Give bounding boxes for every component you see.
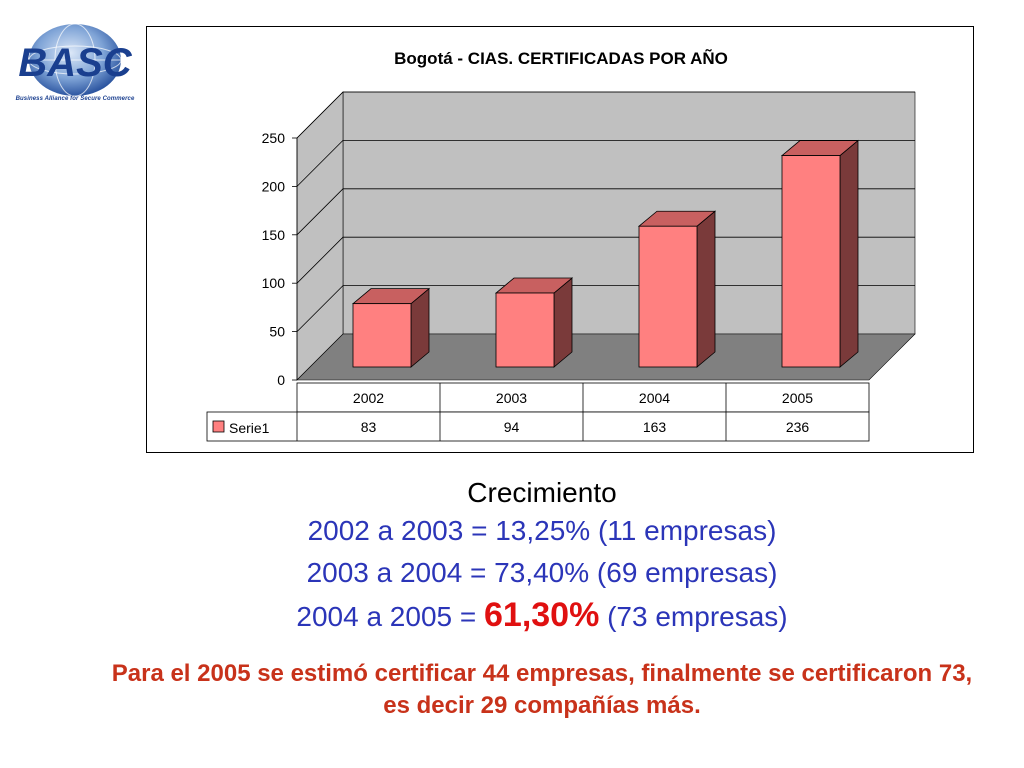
data-label: 94 (504, 419, 520, 435)
legend-label: Serie1 (229, 420, 270, 436)
bar-chart: Bogotá - CIAS. CERTIFICADAS POR AÑO 0 50 10… (206, 48, 916, 442)
y-tick-label: 200 (262, 178, 286, 194)
x-category-label: 2003 (496, 390, 527, 406)
legend-swatch (212, 420, 225, 433)
bar-2005 (781, 155, 841, 368)
logo-wordmark: BASC (18, 41, 132, 85)
footnote: Para el 2005 se estimó certificar 44 emp… (111, 660, 973, 719)
gridline (296, 285, 915, 332)
growth-line-3-suffix: (73 empresas) (599, 601, 788, 632)
gridline (296, 236, 915, 284)
gridline (296, 91, 915, 139)
y-tick-label: 250 (262, 130, 286, 146)
x-category-label: 2004 (639, 390, 670, 406)
data-label: 236 (786, 419, 810, 435)
growth-highlight: 61,30% (484, 596, 600, 634)
bar-side (839, 139, 859, 368)
logo-tagline: Business Alliance for Secure Commerce (15, 96, 135, 102)
table-value-row (206, 411, 870, 442)
growth-line-1: 2002 a 2003 = 13,25% (11 empresas) (307, 515, 777, 546)
bar-2004 (638, 225, 698, 368)
bar-side (696, 210, 716, 368)
globe-icon: BASC (18, 23, 133, 97)
growth-line-2: 2003 a 2004 = 73,40% (69 empresas) (306, 557, 778, 588)
x-category-label: 2002 (353, 390, 384, 406)
bar-2002 (352, 303, 412, 368)
basc-logo: BASC Business Alliance for Secure Commer… (10, 20, 140, 130)
chart-floor (296, 333, 916, 381)
x-category-label: 2005 (782, 390, 813, 406)
chart-title: Bogotá - CIAS. CERTIFICADAS POR AÑO (394, 48, 728, 68)
bar-side (553, 277, 573, 368)
y-tick-label: 150 (262, 227, 286, 243)
growth-line-3: 2004 a 2005 = 61,30% (73 empresas) (0, 594, 1024, 638)
data-label: 163 (643, 419, 667, 435)
growth-line-3-prefix: 2004 a 2005 = (296, 601, 484, 632)
data-label: 83 (361, 419, 377, 435)
y-tick-label: 0 (277, 372, 285, 388)
gridline (296, 140, 915, 187)
y-tick-label: 100 (262, 275, 286, 291)
bar-2003 (495, 292, 555, 368)
chart-frame: Bogotá - CIAS. CERTIFICADAS POR AÑO 0 50 10… (146, 26, 974, 453)
y-tick-label: 50 (269, 324, 285, 340)
gridline (296, 188, 915, 236)
chart-side-wall (296, 91, 344, 381)
growth-title: Crecimiento (467, 477, 617, 508)
growth-section: Crecimiento 2002 a 2003 = 13,25% (11 emp… (0, 476, 1024, 638)
